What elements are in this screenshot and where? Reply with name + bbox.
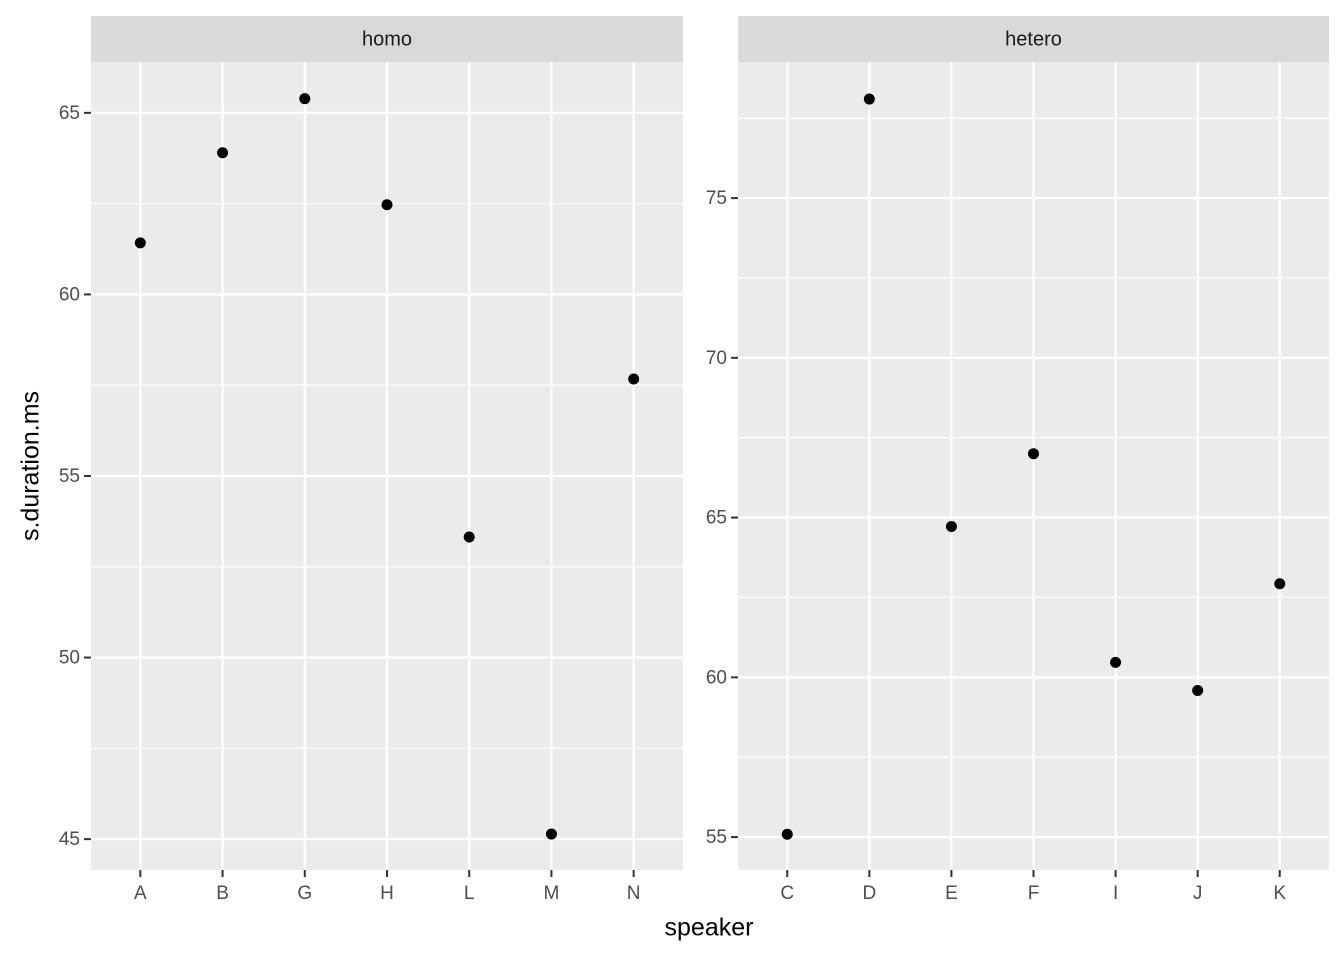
point bbox=[299, 93, 311, 105]
x-tick-label: I bbox=[1113, 883, 1118, 904]
strip-label: hetero bbox=[1005, 28, 1062, 50]
y-tick-label: 70 bbox=[706, 348, 727, 369]
point bbox=[945, 521, 957, 533]
x-tick-label: A bbox=[134, 883, 147, 904]
y-axis-label: s.duration.ms bbox=[17, 391, 45, 541]
y-tick-label: 50 bbox=[59, 648, 80, 669]
x-tick-label: B bbox=[216, 883, 229, 904]
y-tick-label: 60 bbox=[59, 284, 80, 305]
point bbox=[1274, 578, 1286, 590]
y-tick-label: 55 bbox=[706, 827, 727, 848]
x-tick-label: K bbox=[1273, 883, 1286, 904]
point bbox=[463, 531, 475, 543]
strip-label: homo bbox=[362, 28, 412, 50]
x-tick-label: N bbox=[627, 883, 641, 904]
point bbox=[217, 147, 229, 159]
x-tick-label: C bbox=[780, 883, 794, 904]
point bbox=[134, 237, 146, 249]
x-tick-label: F bbox=[1028, 883, 1040, 904]
y-tick-label: 60 bbox=[706, 667, 727, 688]
x-tick-label: H bbox=[380, 883, 394, 904]
x-tick-label: M bbox=[544, 883, 560, 904]
point bbox=[1028, 448, 1039, 460]
y-tick-label: 65 bbox=[59, 103, 80, 124]
point bbox=[381, 199, 393, 211]
point bbox=[628, 373, 640, 385]
y-tick-label: 55 bbox=[59, 466, 80, 487]
point bbox=[781, 828, 793, 840]
point bbox=[1110, 656, 1122, 668]
x-tick-label: E bbox=[945, 883, 958, 904]
x-tick-label: L bbox=[464, 883, 475, 904]
y-tick-label: 75 bbox=[706, 188, 727, 209]
x-axis-label: speaker bbox=[665, 914, 754, 942]
strip bbox=[738, 16, 1329, 62]
strip bbox=[91, 16, 683, 62]
x-tick-label: J bbox=[1193, 883, 1203, 904]
y-tick-label: 65 bbox=[706, 508, 727, 529]
point bbox=[1192, 684, 1204, 696]
point bbox=[545, 828, 557, 840]
x-tick-label: G bbox=[297, 883, 312, 904]
point bbox=[863, 93, 875, 105]
x-tick-label: D bbox=[862, 883, 876, 904]
y-tick-label: 45 bbox=[59, 829, 80, 850]
